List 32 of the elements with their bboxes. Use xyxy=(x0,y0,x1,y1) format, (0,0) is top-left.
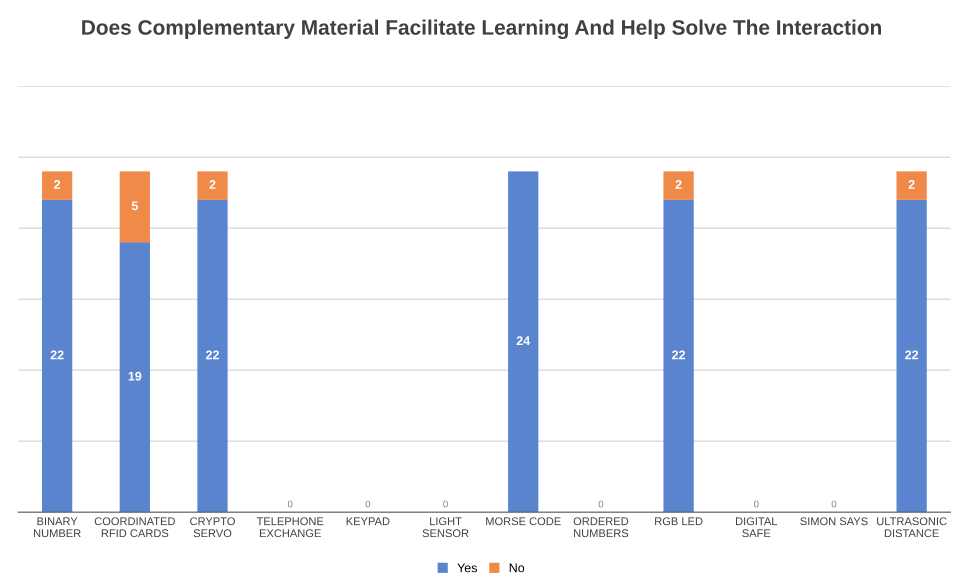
data-label: 22 xyxy=(672,350,686,360)
data-label: 0 xyxy=(443,500,448,508)
x-tick-label: CRYPTO SERVO xyxy=(190,517,235,538)
data-label: 22 xyxy=(50,350,64,360)
x-tick-label: RGB LED xyxy=(655,517,702,526)
x-tick-label: SIMON SAYS xyxy=(800,517,868,526)
x-tick-label: KEYPAD xyxy=(346,517,390,526)
data-label: 24 xyxy=(516,336,530,345)
legend-label: No xyxy=(510,564,524,572)
x-tick-label: ORDERED NUMBERS xyxy=(574,517,628,538)
x-tick-label: DIGITAL SAFE xyxy=(736,517,778,538)
data-label: 2 xyxy=(54,180,60,189)
data-label: 2 xyxy=(908,180,915,189)
data-label: 0 xyxy=(832,500,836,508)
x-tick-label: MORSE CODE xyxy=(486,517,561,526)
data-label: 0 xyxy=(366,500,370,508)
data-label: 22 xyxy=(905,350,918,360)
x-tick-label: LIGHT SENSOR xyxy=(422,517,468,538)
x-tick-label: BINARY NUMBER xyxy=(34,517,81,538)
data-label: 0 xyxy=(288,500,293,508)
data-label: 0 xyxy=(598,500,604,508)
legend-label: Yes xyxy=(457,564,478,572)
data-label: 0 xyxy=(754,500,759,508)
data-label: 2 xyxy=(209,180,216,189)
chart-title: Does Complementary Material Facilitate Learning And Help Solve The Interaction xyxy=(82,20,881,40)
data-label: 5 xyxy=(132,201,138,210)
x-tick-label: ULTRASONIC DISTANCE xyxy=(877,517,947,538)
data-label: 2 xyxy=(676,180,682,189)
x-tick-label: TELEPHONE EXCHANGE xyxy=(256,517,324,538)
data-label: 19 xyxy=(128,372,142,381)
x-tick-label: COORDINATED RFID CARDS xyxy=(94,517,175,538)
data-label: 22 xyxy=(206,350,219,360)
